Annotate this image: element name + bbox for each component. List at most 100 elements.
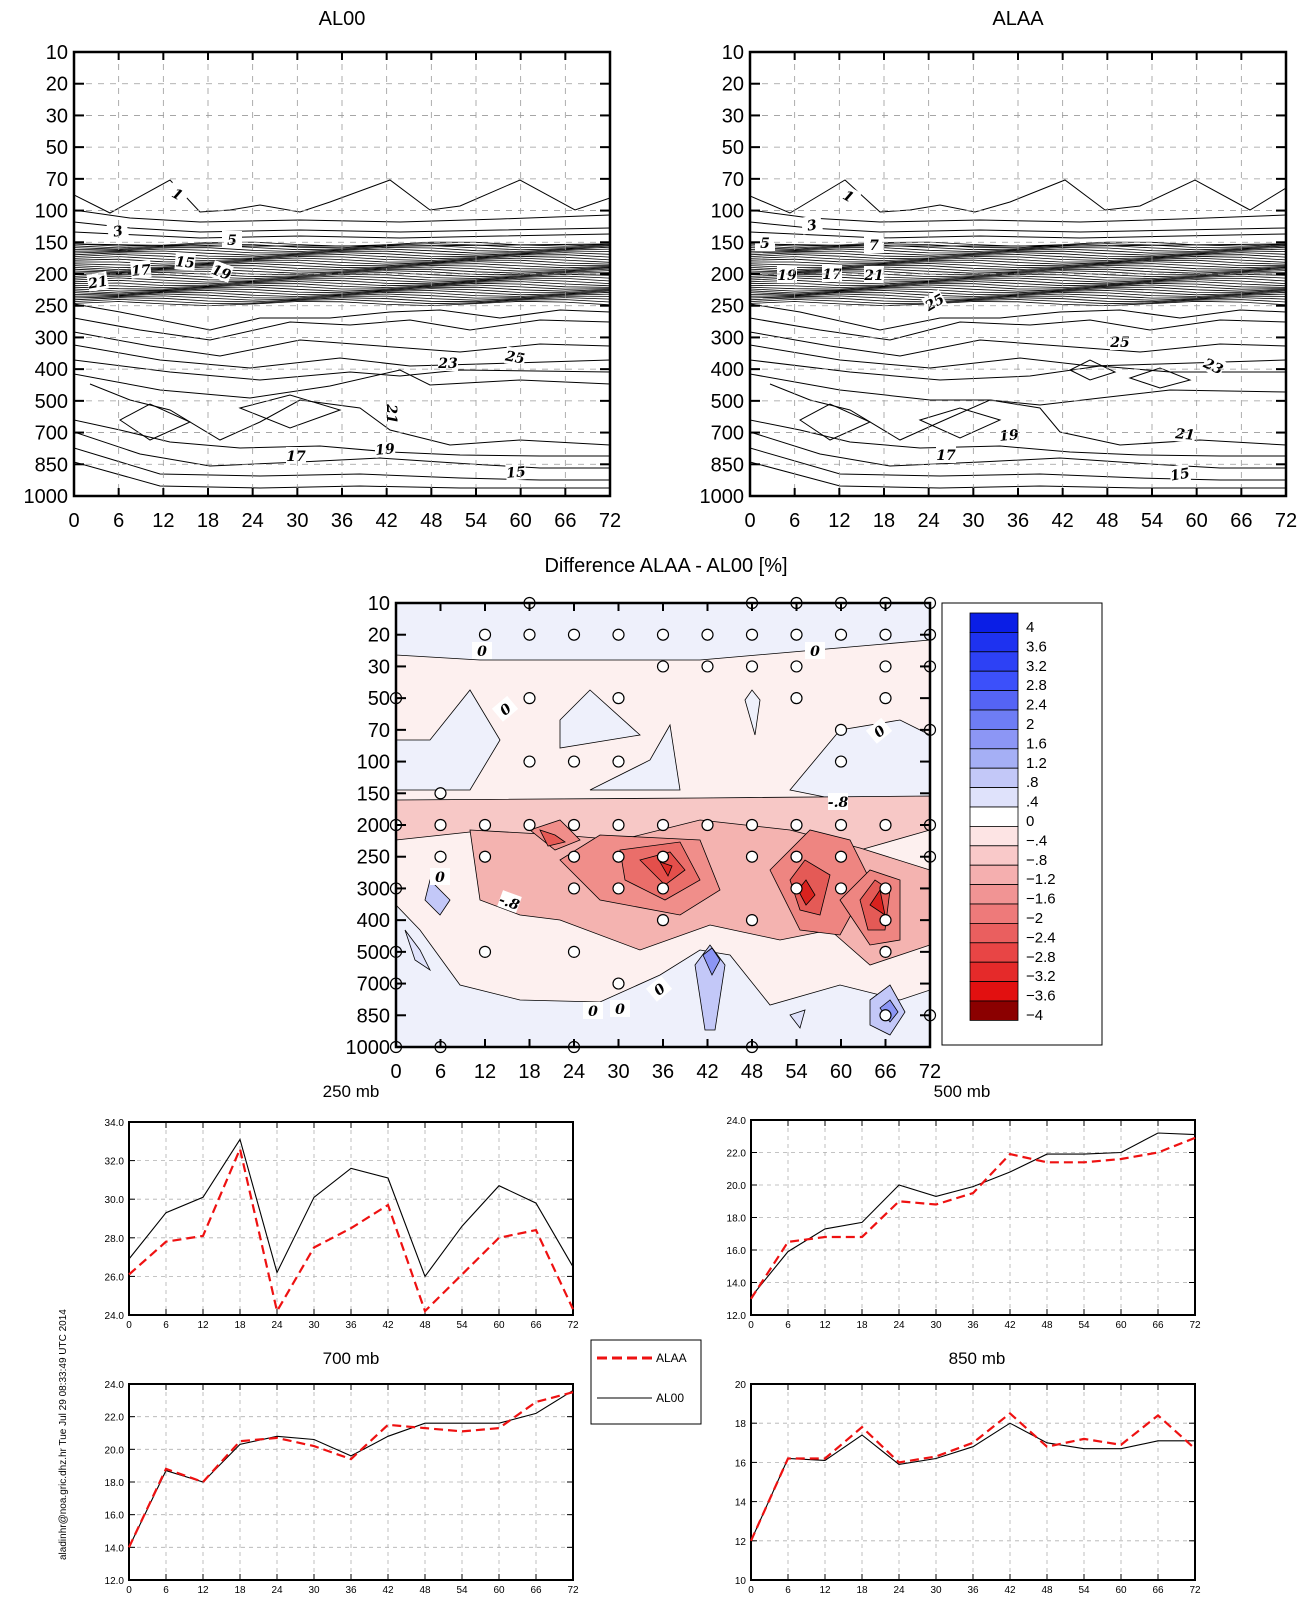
alaa-ytick-label: 50 — [722, 137, 744, 159]
250-mb-xtick-label: 54 — [456, 1320, 468, 1331]
difference-contour-label-bg — [430, 868, 450, 885]
al00-contour-label-bg — [286, 447, 306, 464]
500-mb-ytick-label: 24.0 — [727, 1116, 747, 1127]
al00-contour-label: 5 — [222, 231, 242, 249]
difference-contour-label: 0 — [583, 1002, 603, 1020]
700-mb-xtick-label: 24 — [271, 1585, 283, 1596]
significance-marker — [656, 914, 670, 927]
alaa-ytick-label: 30 — [722, 105, 744, 127]
difference-contour-label-bg — [472, 642, 492, 659]
significance-marker — [612, 977, 625, 990]
al00-ytick-label: 850 — [35, 454, 68, 476]
700-mb-series-al00 — [128, 1390, 574, 1548]
alaa-contour-label-bg — [800, 214, 824, 235]
al00-contour-label-text: 17 — [131, 262, 152, 280]
significance-marker — [745, 914, 759, 927]
difference-contour-labels: 0 0 0 0 -.8 0 -.8 0 0 0 — [430, 642, 893, 1020]
al00-contour-label-text: 23 — [437, 356, 458, 372]
500-mb-frame — [750, 1119, 1196, 1316]
colorbar-label: −2.4 — [1026, 929, 1056, 946]
500-mb-xtick-label: 66 — [1152, 1320, 1164, 1331]
axes-al00: 0 6 12 18 24 30 36 42 48 54 60 66 721020305070100150… — [24, 42, 622, 532]
al00-contour-label-bg — [374, 439, 396, 458]
500-mb-xtick-label: 60 — [1115, 1320, 1127, 1331]
colorbar-label: −.4 — [1026, 832, 1047, 849]
difference-ytick-label: 20 — [368, 625, 390, 647]
700-mb-ytick-label: 12.0 — [105, 1576, 125, 1587]
250-mb-xtick-label: 66 — [530, 1320, 542, 1331]
significance-marker — [701, 660, 714, 673]
significance-marker — [834, 628, 848, 641]
500-mb-xtick-label: 24 — [893, 1320, 905, 1331]
band-contour-line — [74, 275, 610, 281]
band-contour-line — [74, 262, 610, 269]
al00-contour-label-bg — [503, 346, 527, 367]
250-mb-ytick-label: 24.0 — [105, 1311, 125, 1322]
significance-marker — [612, 628, 625, 641]
700-mb-series-alaa — [128, 1391, 574, 1548]
al00-contour-label-bg — [106, 220, 130, 241]
al00-xtick-label: 0 — [68, 510, 79, 532]
contour-lines-al00 — [74, 179, 610, 489]
colorbar-swatch — [969, 612, 1019, 633]
alaa-xtick-label: 72 — [1275, 510, 1297, 532]
700-mb-ytick-label: 24.0 — [105, 1380, 125, 1391]
band-contour-line — [74, 300, 610, 307]
colorbar-label: 0 — [1026, 813, 1034, 830]
250-mb-xtick-label: 24 — [271, 1320, 283, 1331]
alaa-contour-label-bg — [777, 266, 797, 283]
colorbar-label: 2.8 — [1026, 677, 1047, 694]
al00-contour-label: 19 — [374, 439, 396, 459]
difference-ytick-label: 300 — [357, 878, 390, 900]
difference-contour-label-text: 0 — [588, 1004, 598, 1020]
difference-xtick-label: 30 — [607, 1061, 629, 1083]
alaa-contour-label: 7 — [864, 236, 884, 254]
colorbar-swatch — [969, 1000, 1019, 1021]
significance-marker — [879, 660, 892, 673]
significance-marker — [567, 850, 581, 863]
colorbar-swatch — [969, 942, 1019, 963]
significance-marker — [567, 945, 581, 958]
al00-ytick-label: 200 — [35, 264, 68, 286]
alaa-xtick-label: 66 — [1230, 510, 1252, 532]
alaa-contour-label: 25 — [1109, 333, 1130, 351]
line-chart-250mb: 250 mb 24.0 26.0 28.0 30.0 32.0 34.0 0 6 12 18 24 30… — [105, 1082, 579, 1331]
alaa-ytick-label: 700 — [711, 423, 744, 445]
alaa-contour-label-text: 25 — [1109, 335, 1129, 351]
significance-marker — [478, 850, 492, 863]
250-mb-ytick-label: 28.0 — [105, 1234, 125, 1245]
significance-marker — [790, 692, 803, 705]
difference-contour-label-bg — [805, 642, 825, 659]
250-mb-xtick-label: 60 — [493, 1320, 505, 1331]
700-mb-ytick-label: 14.0 — [105, 1543, 125, 1554]
al00-ytick-label: 400 — [35, 359, 68, 381]
difference-ytick-label: 200 — [357, 815, 390, 837]
significance-marker — [612, 882, 625, 895]
difference-contour-label-text: 0 — [615, 1002, 625, 1018]
alaa-xtick-label: 18 — [873, 510, 895, 532]
colorbar-label: 1.6 — [1026, 735, 1047, 752]
significance-marker — [879, 882, 892, 895]
700-mb-xtick-label: 12 — [197, 1585, 209, 1596]
alaa-ytick-label: 1000 — [700, 486, 745, 508]
colorbar-label: 3.6 — [1026, 638, 1047, 655]
difference-ytick-label: 700 — [357, 974, 390, 996]
colorbar-swatches: 4 3.6 3.2 2.8 2.4 2 1.6 1.2 .8 .4 0 −.4 −.8 −1.2 −1.6 −… — [969, 612, 1056, 1024]
colorbar-swatch — [969, 903, 1019, 924]
difference-contour-label-bg — [497, 890, 522, 913]
difference-contour-label: -.8 — [497, 890, 522, 914]
band-contour-line — [750, 252, 1286, 258]
difference-ytick-label: 250 — [357, 847, 390, 869]
alaa-contour-label: 1 — [835, 183, 862, 209]
band-contour-line — [750, 300, 1286, 307]
colorbar-swatch — [969, 748, 1019, 769]
850-mb-xtick-label: 54 — [1078, 1585, 1090, 1596]
colorbar-label: −1.6 — [1026, 891, 1056, 908]
difference-panel: Difference ALAA - AL00 [%] — [346, 555, 1103, 1083]
250-mb-ytick-label: 26.0 — [105, 1272, 125, 1283]
difference-xtick-label: 60 — [830, 1061, 852, 1083]
significance-marker — [834, 723, 848, 736]
850-mb-xtick-label: 24 — [893, 1585, 905, 1596]
alaa-contour-label-bg — [822, 265, 842, 282]
850-mb-xtick-label: 48 — [1041, 1585, 1053, 1596]
